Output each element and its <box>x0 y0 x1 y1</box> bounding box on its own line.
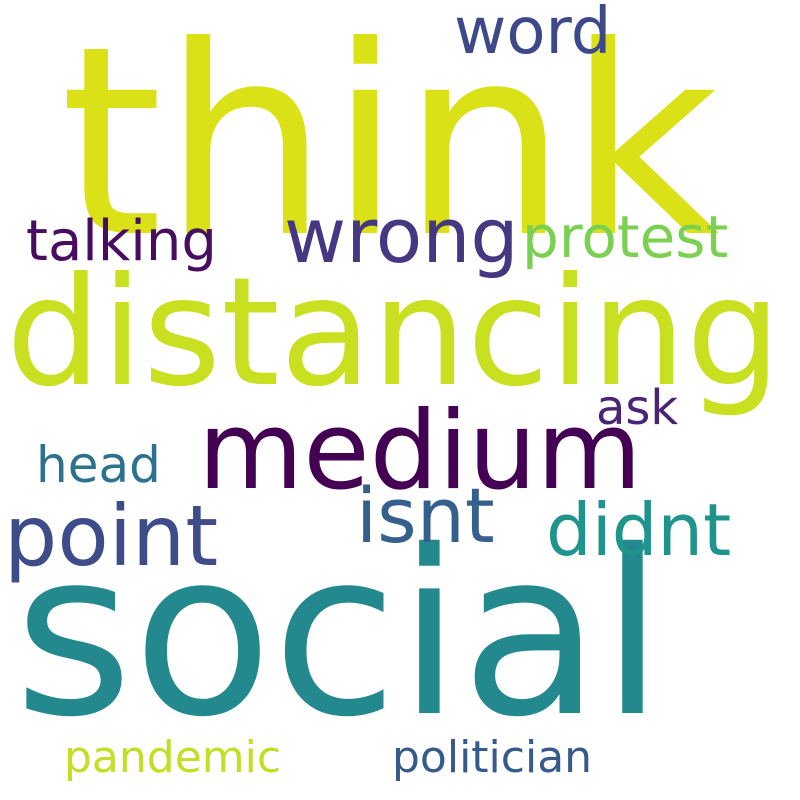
word-head: head <box>36 436 161 494</box>
word-word: word <box>454 0 612 69</box>
word-didnt: didnt <box>546 488 732 572</box>
word-medium: medium <box>198 389 642 514</box>
word-point: point <box>4 487 219 585</box>
word-wrong: wrong <box>284 191 519 280</box>
word-politician: politician <box>392 732 593 783</box>
word-ask: ask <box>596 380 679 436</box>
word-pandemic: pandemic <box>64 732 282 783</box>
word-talking: talking <box>26 209 217 274</box>
word-think: think <box>60 0 720 295</box>
word-protest: protest <box>522 203 729 271</box>
word-distancing: distancing <box>6 246 782 420</box>
word-isnt: isnt <box>356 471 495 560</box>
word-social: social <box>14 501 665 767</box>
